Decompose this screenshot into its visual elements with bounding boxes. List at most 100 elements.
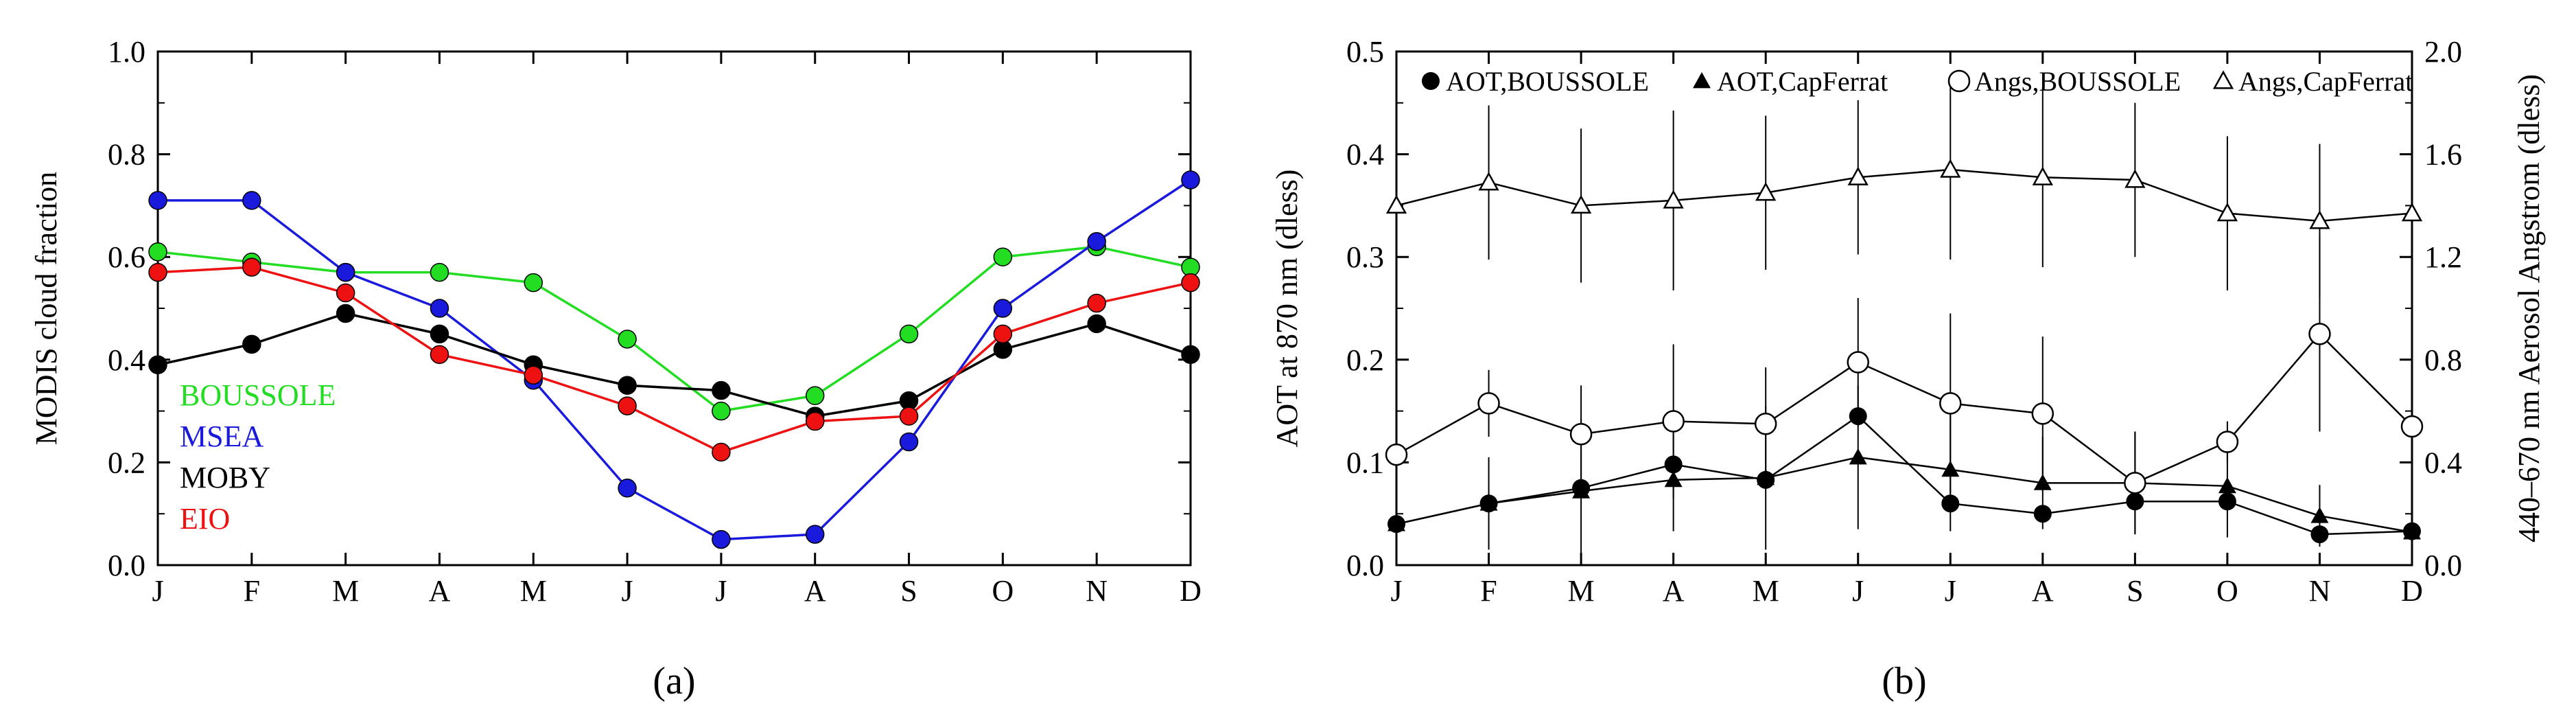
y-tick-label-b: 0.2 (1346, 343, 1384, 377)
series-line-aot-capferrat (1396, 456, 2413, 534)
y-tick-label-b: 0.4 (1346, 138, 1384, 172)
point-msea (1087, 232, 1106, 251)
x-tick-label-b: O (2216, 574, 2238, 608)
point-angs-boussole (1754, 413, 1777, 435)
point-eio (618, 396, 637, 415)
legend-marker-aot-capferrat (1693, 72, 1711, 89)
point-eio (430, 345, 449, 365)
point-boussole (899, 324, 919, 344)
point-angs-boussole (2400, 415, 2424, 438)
point-boussole (148, 242, 167, 262)
point-boussole (712, 401, 731, 421)
panel-a-cloud-fraction: 0.0 0.2 0.4 0.6 0.8 1.0 J F M A M J J A S O N D MODIS clou… (30, 35, 1202, 702)
y-tick-label-a: 0.6 (108, 240, 145, 274)
y-tick-label-a: 0.8 (108, 138, 145, 172)
point-moby (336, 304, 355, 323)
point-angs-capferrat (2309, 210, 2330, 229)
legend-label-angs-capferrat: Angs,CapFerrat (2238, 66, 2413, 97)
x-tick-label-a: M (520, 574, 547, 608)
point-angs-boussole (1385, 443, 1408, 466)
point-aot-capferrat (1849, 448, 1867, 465)
point-aot-capferrat (2218, 477, 2236, 494)
point-angs-capferrat (1847, 166, 1869, 185)
series-line-angs-capferrat (1396, 168, 2413, 222)
point-aot-capferrat (2310, 507, 2329, 523)
point-eio (524, 365, 543, 385)
y2-tick-label-b: 1.6 (2424, 138, 2462, 172)
x-tick-label-a: A (429, 574, 451, 608)
y2-tick-label-b: 0.8 (2424, 343, 2462, 377)
x-tick-label-b: M (1753, 574, 1779, 608)
x-tick-label-a: J (622, 574, 633, 608)
point-msea (242, 191, 261, 210)
point-boussole (430, 262, 449, 282)
point-msea (1181, 170, 1200, 190)
point-aot-capferrat (1479, 494, 1498, 511)
x-tick-label-b: J (1390, 574, 1402, 608)
point-angs-boussole (2031, 402, 2054, 425)
point-msea (899, 432, 919, 452)
point-moby (1181, 345, 1200, 365)
x-tick-label-b: J (1852, 574, 1864, 608)
point-boussole (993, 247, 1013, 266)
x-tick-label-b: A (2032, 574, 2054, 608)
point-moby (148, 355, 167, 375)
point-angs-capferrat (2401, 203, 2423, 222)
point-msea (618, 479, 637, 498)
point-angs-boussole (1477, 392, 1500, 415)
y2-tick-label-b: 1.2 (2424, 240, 2462, 274)
point-angs-capferrat (2216, 203, 2238, 222)
y-tick-label-b: 0.5 (1346, 35, 1384, 69)
x-tick-label-a: M (332, 574, 359, 608)
point-angs-boussole (1569, 423, 1593, 446)
legend-marker-angs-capferrat (2212, 70, 2234, 89)
point-eio (993, 324, 1013, 344)
y2-tick-label-b: 0.4 (2424, 446, 2462, 479)
point-moby (1087, 314, 1106, 334)
panel-b-aerosol: 0.0 0.1 0.2 0.3 0.4 0.5 0.0 0.4 0.8 1.2 1.6 2.0 J F M A… (1270, 35, 2546, 702)
point-moby (712, 380, 731, 400)
legend-entry-moby: MOBY (180, 461, 270, 494)
point-eio (336, 283, 355, 303)
point-eio (1087, 293, 1106, 313)
point-angs-capferrat (2032, 166, 2053, 185)
point-eio (242, 258, 261, 277)
point-moby (618, 376, 637, 395)
legend-entry-msea: MSEA (180, 420, 264, 453)
legend-entry-eio: EIO (180, 502, 230, 536)
point-msea (148, 191, 167, 210)
legend-label-angs-boussole: Angs,BOUSSOLE (1974, 66, 2181, 97)
y-tick-label-a: 0.2 (108, 446, 145, 479)
point-eio (1181, 273, 1200, 293)
panel-label-b: (b) (1882, 660, 1926, 702)
point-eio (805, 411, 825, 431)
y-tick-label-b: 0.3 (1346, 240, 1384, 274)
x-tick-label-a: J (152, 574, 163, 608)
x-tick-label-b: D (2401, 574, 2423, 608)
series-line-eio (157, 266, 1191, 454)
x-tick-label-a: A (804, 574, 826, 608)
y-tick-label-b: 0.1 (1346, 446, 1384, 479)
point-angs-capferrat (1940, 159, 1961, 178)
y2-tick-label-b: 0.0 (2424, 549, 2462, 582)
point-aot-capferrat (1572, 482, 1591, 499)
point-msea (805, 525, 825, 544)
y-tick-label-a: 1.0 (108, 35, 145, 69)
point-angs-capferrat (2124, 169, 2146, 188)
x-tick-label-b: N (2309, 574, 2331, 608)
legend-marker-aot-boussole (1422, 72, 1440, 90)
x-tick-label-a: O (992, 574, 1014, 608)
legend-label-aot-capferrat: AOT,CapFerrat (1717, 66, 1888, 97)
y-axis-title-a: MODIS cloud fraction (30, 172, 63, 445)
point-angs-capferrat (1570, 194, 1592, 214)
point-boussole (524, 273, 543, 293)
point-eio (712, 442, 731, 462)
legend-marker-angs-boussole (1947, 69, 1971, 93)
point-angs-capferrat (1385, 194, 1407, 214)
point-angs-capferrat (1755, 182, 1777, 201)
legend-entry-boussole: BOUSSOLE (180, 378, 336, 412)
y-tick-label-b: 0.0 (1346, 549, 1384, 582)
point-msea (712, 529, 731, 549)
point-aot-capferrat (2403, 523, 2421, 540)
